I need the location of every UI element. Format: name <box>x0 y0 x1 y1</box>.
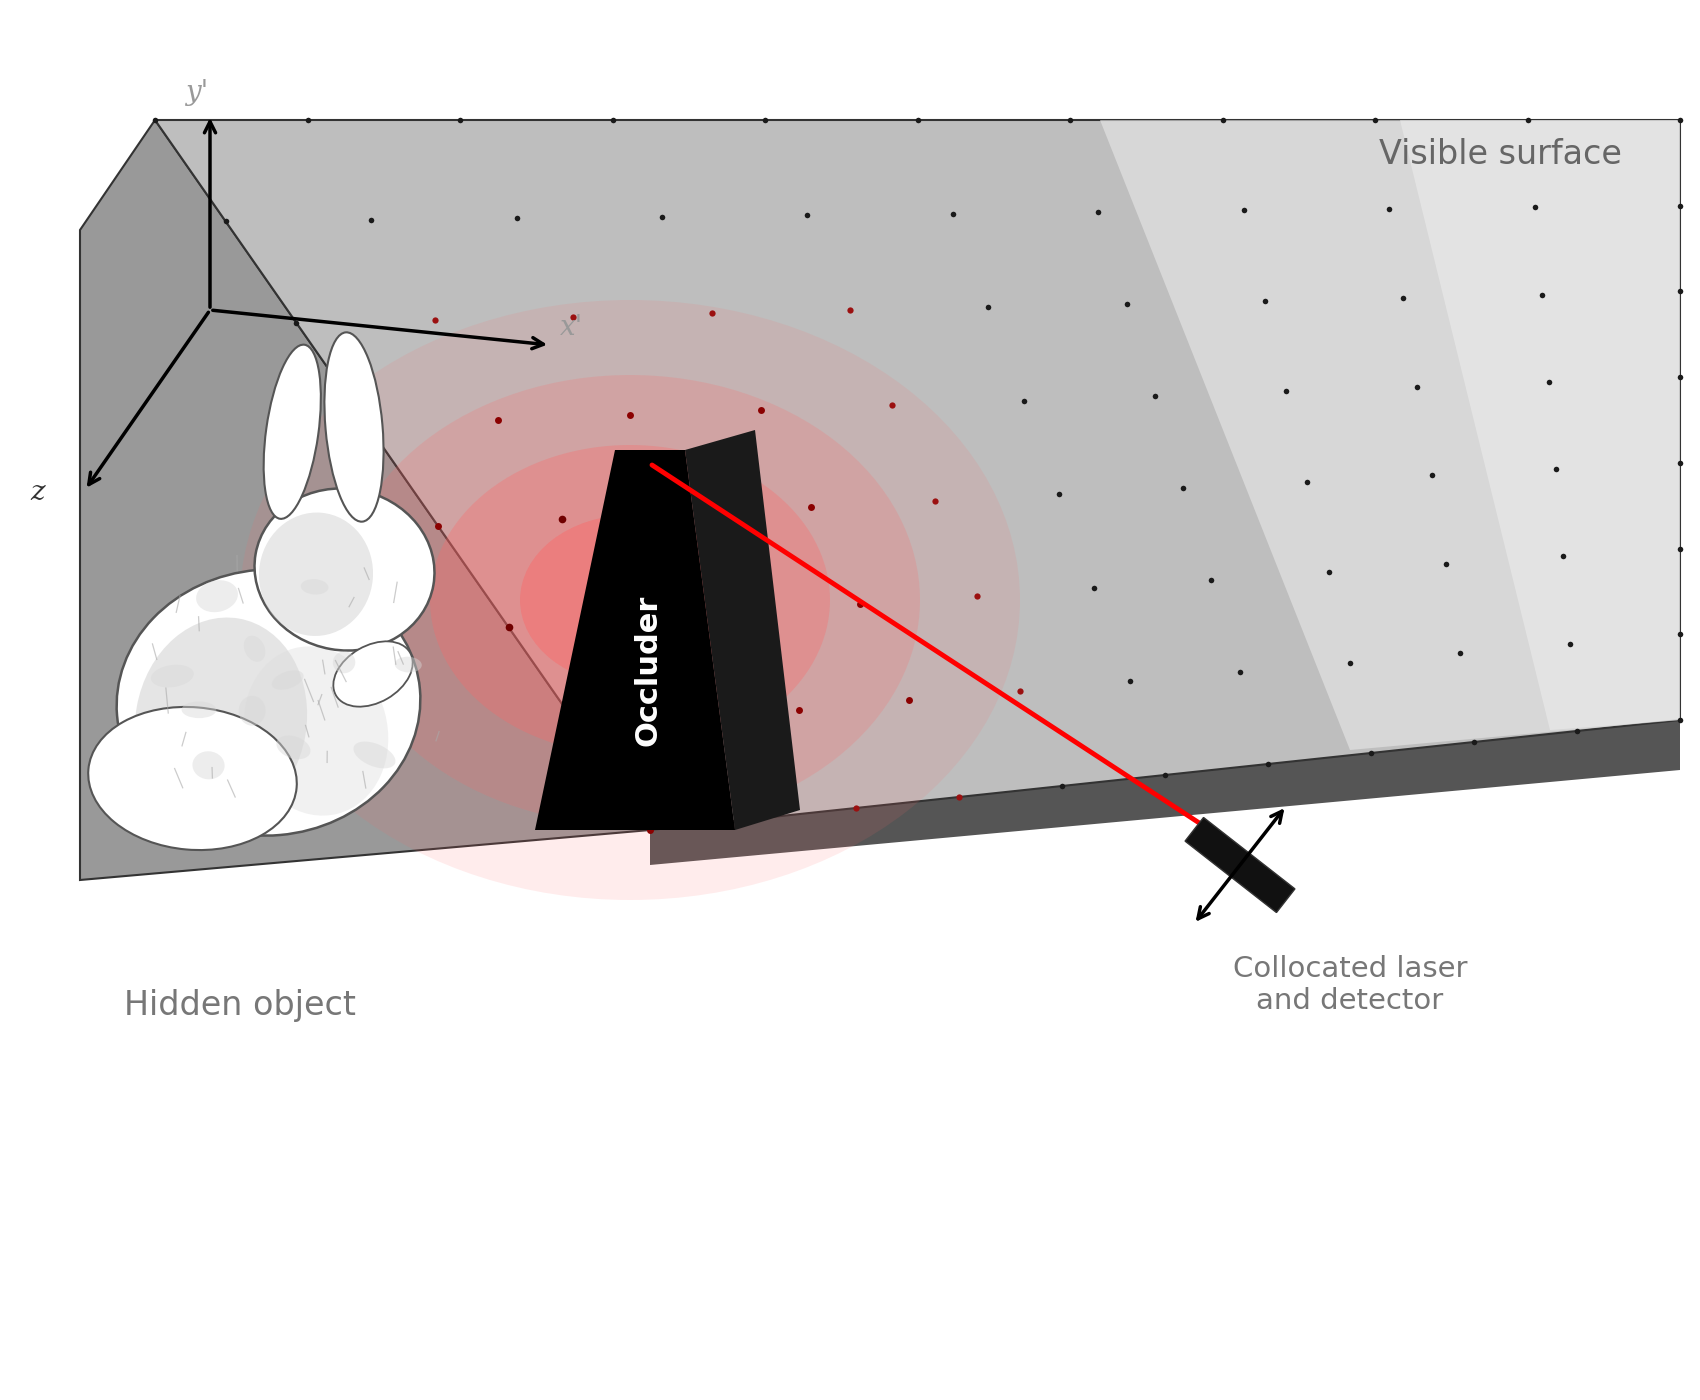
Ellipse shape <box>430 445 830 755</box>
Ellipse shape <box>238 696 265 725</box>
Ellipse shape <box>520 515 740 685</box>
Ellipse shape <box>301 580 328 595</box>
Ellipse shape <box>182 701 216 718</box>
Polygon shape <box>1185 818 1295 913</box>
Ellipse shape <box>117 570 420 836</box>
Polygon shape <box>685 430 801 830</box>
Text: x': x' <box>559 314 583 342</box>
Ellipse shape <box>258 512 372 636</box>
Ellipse shape <box>240 300 1020 900</box>
Polygon shape <box>536 449 734 830</box>
Ellipse shape <box>255 489 435 651</box>
Ellipse shape <box>325 332 384 522</box>
Ellipse shape <box>272 671 304 690</box>
Ellipse shape <box>333 641 413 707</box>
Ellipse shape <box>192 752 224 780</box>
Ellipse shape <box>134 617 308 826</box>
Text: Occluder: Occluder <box>634 595 663 746</box>
Text: y': y' <box>185 78 207 106</box>
Polygon shape <box>80 120 649 881</box>
Polygon shape <box>1401 120 1680 729</box>
Polygon shape <box>155 120 1680 830</box>
Ellipse shape <box>394 657 422 672</box>
Text: Visible surface: Visible surface <box>1379 139 1622 172</box>
Polygon shape <box>649 720 1680 865</box>
Ellipse shape <box>196 580 238 612</box>
Ellipse shape <box>243 647 388 816</box>
Ellipse shape <box>243 636 265 662</box>
Ellipse shape <box>340 375 920 825</box>
Ellipse shape <box>333 651 355 673</box>
Ellipse shape <box>354 742 396 769</box>
Text: Hidden object: Hidden object <box>124 988 355 1022</box>
Text: z: z <box>31 479 44 505</box>
Ellipse shape <box>88 707 298 850</box>
Ellipse shape <box>277 735 311 759</box>
Polygon shape <box>1100 120 1680 750</box>
Text: Collocated laser
and detector: Collocated laser and detector <box>1232 955 1467 1015</box>
Ellipse shape <box>151 665 194 687</box>
Ellipse shape <box>264 344 321 519</box>
